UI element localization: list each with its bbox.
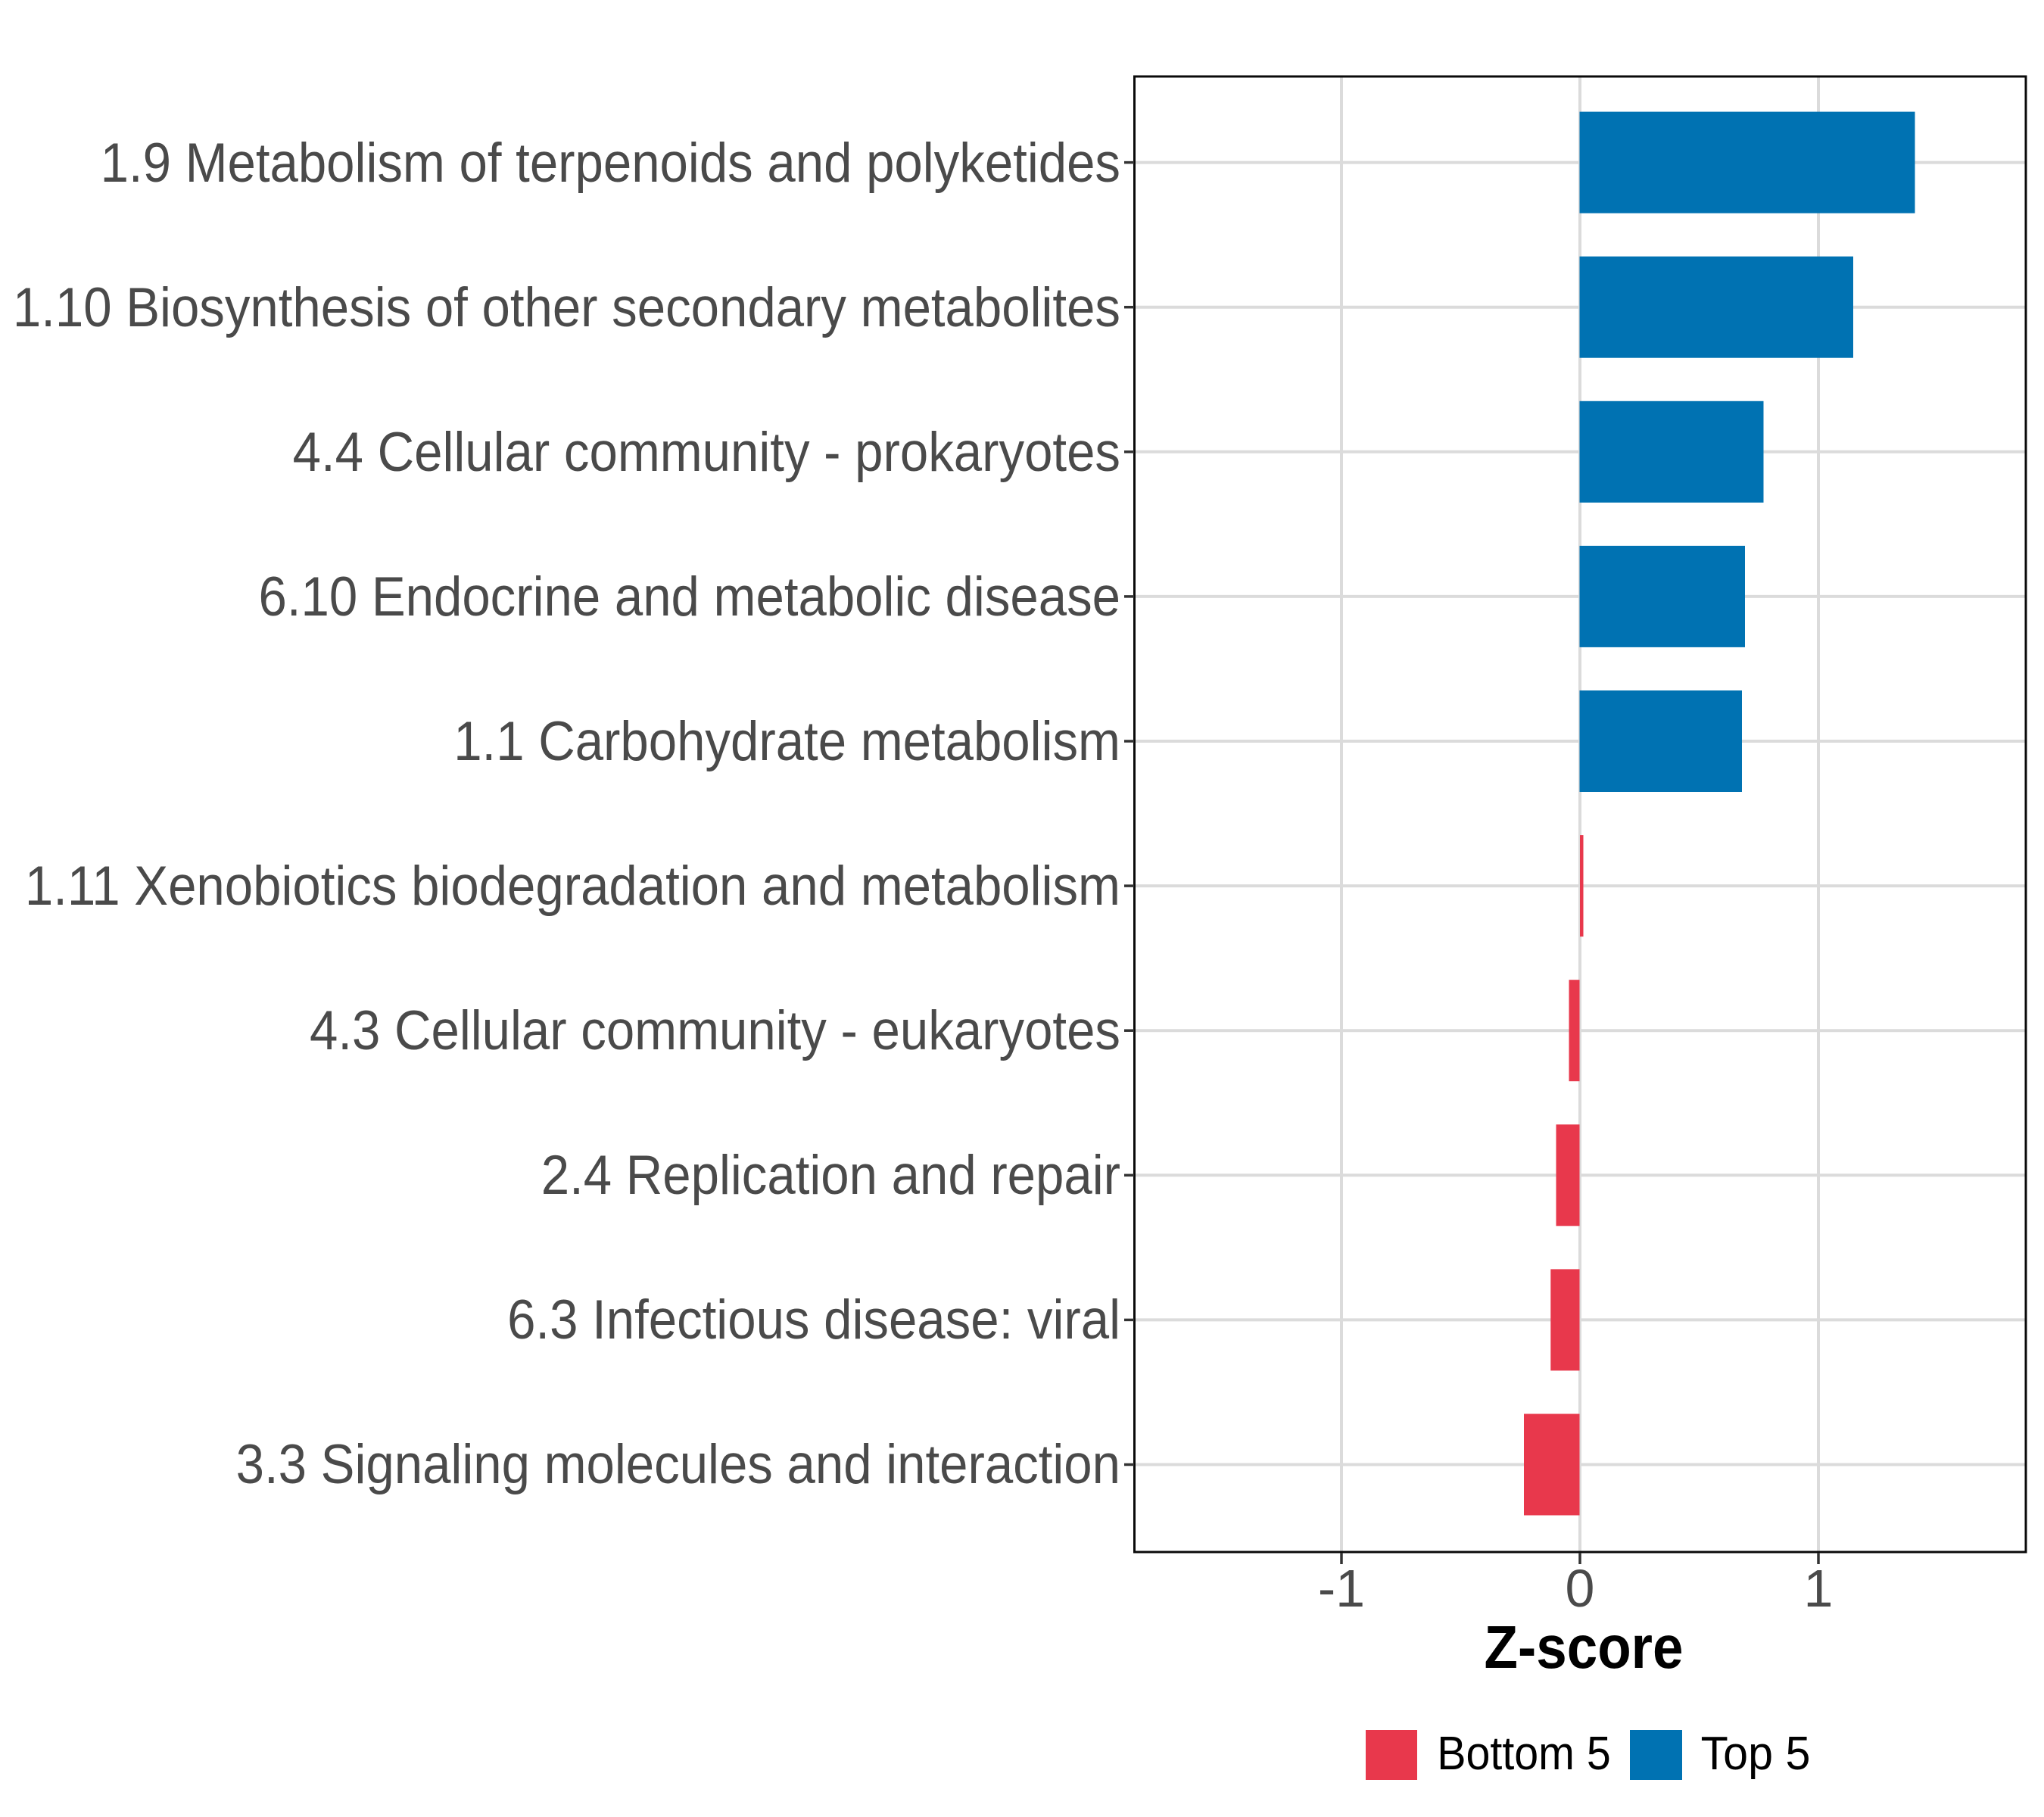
svg-text:Bottom 5: Bottom 5 xyxy=(1437,1727,1611,1780)
svg-text:1.10 Biosynthesis of other sec: 1.10 Biosynthesis of other secondary met… xyxy=(13,276,1120,338)
svg-text:0: 0 xyxy=(1566,1559,1595,1618)
svg-text:6.10 Endocrine and metabolic d: 6.10 Endocrine and metabolic disease xyxy=(259,566,1120,627)
svg-text:1.9 Metabolism of terpenoids a: 1.9 Metabolism of terpenoids and polyket… xyxy=(101,132,1120,193)
svg-text:4.3 Cellular community - eukar: 4.3 Cellular community - eukaryotes xyxy=(310,999,1120,1061)
svg-text:1.1 Carbohydrate metabolism: 1.1 Carbohydrate metabolism xyxy=(453,710,1120,771)
svg-text:6.3 Infectious disease: viral: 6.3 Infectious disease: viral xyxy=(507,1289,1120,1350)
svg-text:Top 5: Top 5 xyxy=(1701,1727,1811,1780)
svg-text:1.11 Xenobiotics biodegradatio: 1.11 Xenobiotics biodegradation and meta… xyxy=(25,855,1120,916)
svg-text:3.3 Signaling molecules and in: 3.3 Signaling molecules and interaction xyxy=(236,1433,1120,1494)
svg-text:4.4 Cellular community - proka: 4.4 Cellular community - prokaryotes xyxy=(293,421,1120,482)
svg-text:-1: -1 xyxy=(1318,1559,1365,1618)
svg-text:1: 1 xyxy=(1804,1559,1834,1618)
svg-text:Z-score: Z-score xyxy=(1485,1614,1684,1681)
svg-text:2.4 Replication and repair: 2.4 Replication and repair xyxy=(541,1144,1120,1205)
